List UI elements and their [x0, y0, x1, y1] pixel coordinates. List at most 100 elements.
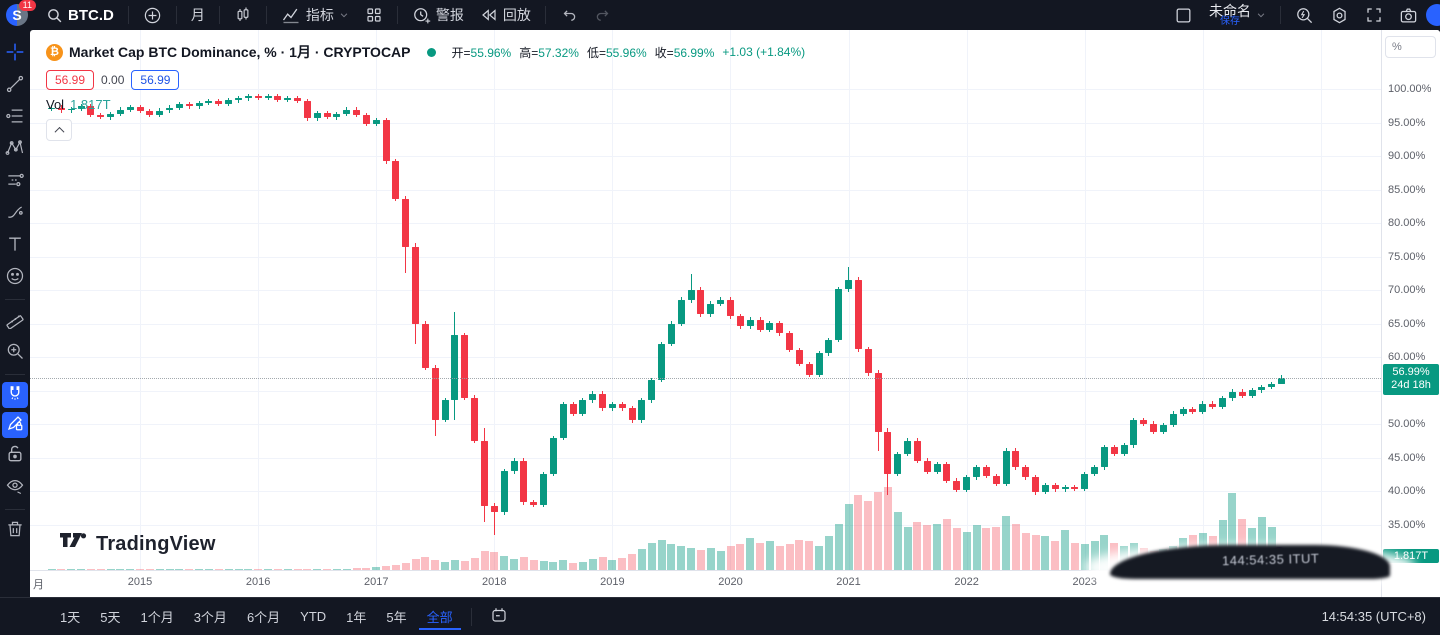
range-button-全部[interactable]: 全部 — [418, 603, 461, 630]
clock[interactable]: 14:54:35 (UTC+8) — [1321, 609, 1426, 624]
gridline-h — [30, 122, 1381, 124]
ruler-tool-button[interactable] — [2, 307, 28, 335]
layout-name-button[interactable]: 未命名 保存 — [1201, 2, 1274, 28]
interval-button[interactable]: 月 — [190, 7, 205, 23]
low-price-box[interactable]: 56.99 — [46, 70, 95, 90]
high-price-box[interactable]: 56.99 — [131, 70, 180, 90]
top-toolbar: S 11 BTC.D 月 指标 — [0, 0, 1440, 30]
candle — [1268, 384, 1276, 387]
candle — [874, 373, 882, 432]
candle — [412, 246, 420, 324]
alert-button[interactable]: 警报 — [404, 2, 472, 28]
percent-unit-button[interactable]: % — [1385, 36, 1436, 58]
candle — [116, 109, 124, 114]
crosshair-tool-button[interactable] — [2, 40, 28, 68]
zoom-in-tool-button[interactable] — [2, 339, 28, 367]
candle — [953, 480, 961, 491]
lock-tool-button[interactable] — [2, 442, 28, 470]
compare-add-button[interactable] — [135, 2, 170, 28]
candle — [510, 460, 518, 472]
indicators-label: 指标 — [305, 7, 334, 23]
range-button-1个月[interactable]: 1个月 — [140, 610, 174, 625]
tradingview-watermark: TradingView — [60, 533, 216, 556]
range-button-5年[interactable]: 5年 — [386, 610, 407, 625]
redo-button[interactable] — [586, 2, 620, 28]
candle — [402, 199, 410, 247]
range-button-1天[interactable]: 1天 — [60, 610, 81, 625]
xabcd-pattern-tool-button[interactable] — [2, 136, 28, 164]
trash-icon — [5, 519, 25, 544]
candle — [776, 323, 784, 334]
price-tick: 75.00% — [1388, 250, 1426, 263]
search-icon — [46, 7, 63, 24]
range-button-3个月[interactable]: 3个月 — [193, 610, 227, 625]
candle — [746, 319, 754, 327]
candle — [540, 474, 547, 505]
candle — [1110, 447, 1118, 454]
candle — [687, 289, 695, 300]
fib-retracement-tool-button[interactable] — [2, 104, 28, 132]
spread-value: 0.00 — [101, 73, 125, 87]
candle — [461, 335, 469, 398]
trash-tool-button[interactable] — [2, 517, 28, 545]
brush-tool-button[interactable] — [2, 200, 28, 228]
save-status[interactable]: 保存 — [1220, 15, 1240, 27]
candle — [235, 98, 242, 101]
chart-panel[interactable]: TradingView ₿ Market Cap BTC Dominance, … — [30, 30, 1440, 597]
quick-search-button[interactable] — [1287, 2, 1322, 28]
candle — [648, 380, 656, 401]
manage-panes-button[interactable] — [1166, 2, 1201, 28]
user-menu-button[interactable]: S 11 — [6, 0, 36, 26]
divider — [5, 299, 25, 300]
price-tick: 70.00% — [1388, 284, 1426, 297]
range-button-6个月[interactable]: 6个月 — [246, 610, 281, 625]
candle — [264, 96, 272, 98]
chart-style-button[interactable] — [226, 2, 260, 28]
go-to-date-button[interactable] — [482, 602, 516, 631]
settings-button[interactable] — [1322, 2, 1357, 28]
undo-button[interactable] — [552, 2, 586, 28]
dark-smudge-artifact — [1110, 545, 1390, 579]
symbol-title[interactable]: Market Cap BTC Dominance, % · 1月 · CRYPT… — [69, 44, 411, 60]
candle — [1091, 467, 1098, 474]
range-button-1年[interactable]: 1年 — [346, 610, 367, 625]
price-axis[interactable]: % 100.00% 95.00% 90.00% 85.00% 80.00% 75.00% 7… — [1382, 30, 1440, 597]
candle — [126, 107, 134, 110]
avatar[interactable] — [1426, 4, 1440, 26]
hide-drawings-tool-button[interactable] — [2, 474, 28, 502]
trend-line-tool-button[interactable] — [2, 72, 28, 100]
indicators-button[interactable]: 指标 — [273, 2, 357, 28]
range-button-YTD[interactable]: YTD — [300, 609, 327, 624]
lock-icon — [5, 444, 25, 469]
candle — [756, 319, 764, 330]
time-tick: 2018 — [482, 576, 507, 588]
drawing-lock-tool-button[interactable] — [2, 412, 28, 438]
replay-button[interactable]: 回放 — [472, 2, 539, 28]
text-tool-tool-button[interactable] — [2, 232, 28, 260]
emoji-tool-button[interactable] — [2, 264, 28, 292]
candle — [1169, 413, 1177, 426]
price-tick: 45.00% — [1388, 451, 1426, 464]
range-button-5天[interactable]: 5天 — [100, 610, 121, 625]
fullscreen-button[interactable] — [1357, 2, 1391, 28]
candle — [520, 460, 528, 503]
snapshot-button[interactable] — [1391, 2, 1426, 28]
forecast-tool-button[interactable] — [2, 168, 28, 196]
redo-icon — [594, 6, 612, 24]
templates-grid-button[interactable] — [357, 2, 391, 28]
candle — [97, 115, 105, 118]
gridline-h — [30, 89, 1381, 90]
candle — [854, 279, 862, 350]
magnet-tool-button[interactable] — [2, 382, 28, 408]
candle — [333, 113, 341, 118]
candle — [795, 349, 803, 364]
candle — [559, 404, 567, 438]
collapse-pane-button[interactable] — [46, 119, 72, 141]
symbol-search-button[interactable]: BTC.D — [38, 2, 122, 28]
volume-readout: Vol 1.817T — [46, 97, 111, 112]
fib-retracement-icon — [5, 106, 25, 131]
candle — [382, 119, 390, 162]
market-status-dot[interactable] — [426, 47, 436, 57]
candle — [441, 400, 449, 420]
time-axis-border — [30, 570, 1381, 571]
